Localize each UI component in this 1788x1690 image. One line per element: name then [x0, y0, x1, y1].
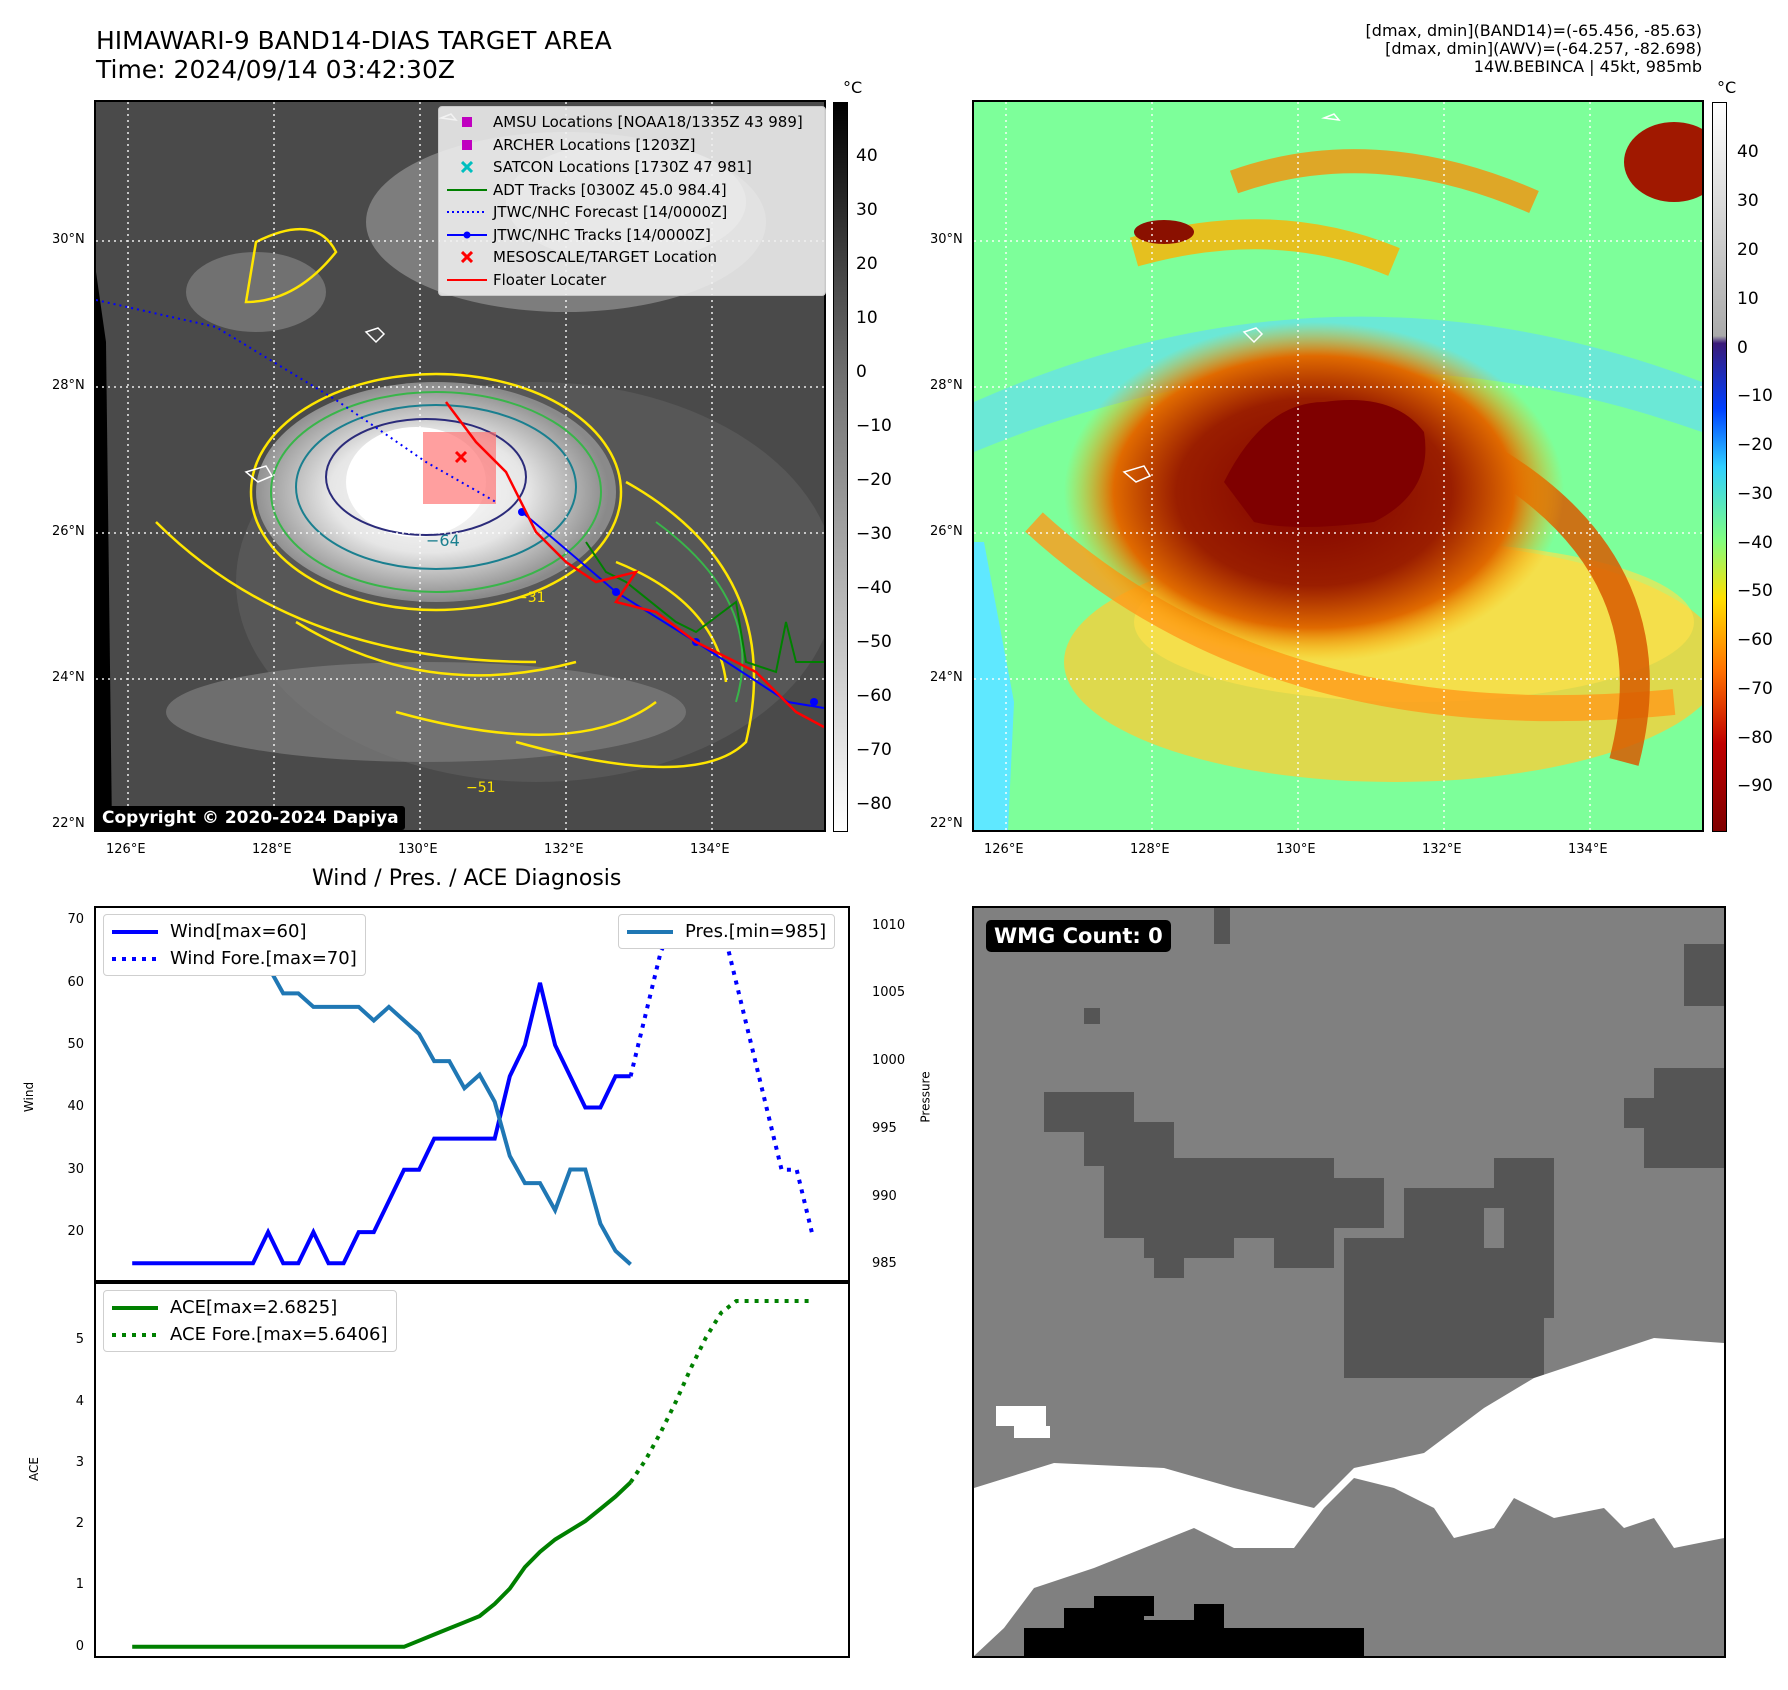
- legend-item-target: MESOSCALE/TARGET Location: [447, 246, 817, 269]
- series-line-wind-fore: [628, 918, 814, 1233]
- solid-line-icon: [112, 1305, 158, 1310]
- axis-tick-label: 5: [75, 1332, 84, 1348]
- lat-label: 28°N: [930, 378, 963, 393]
- axis-tick-label: 70: [67, 912, 84, 928]
- lat-label: 26°N: [52, 524, 85, 539]
- legend-wind: Wind[max=60]: [112, 918, 357, 945]
- info-band14: [dmax, dmin](BAND14)=(-65.456, -85.63): [1365, 21, 1702, 40]
- info-awv: [dmax, dmin](AWV)=(-64.257, -82.698): [1385, 39, 1702, 58]
- contour-label-51: −51: [466, 780, 496, 796]
- axis-tick-label: 0: [75, 1638, 84, 1654]
- line-dot-icon: [447, 231, 487, 239]
- legend-item-adt: ADT Tracks [0300Z 45.0 984.4]: [447, 179, 817, 202]
- dotted-line-icon: [112, 956, 158, 961]
- chart-title: Wind / Pres. / ACE Diagnosis: [312, 866, 622, 891]
- axis-tick-label: 995: [872, 1120, 897, 1136]
- colorbar-unit: °C: [1717, 78, 1737, 97]
- ace-plot: [94, 1280, 850, 1658]
- colorbar-ticks-left: 40 30 20 10 0 −10 −20 −30 −40 −50 −60 −7…: [856, 146, 892, 814]
- legend-item-tracks: JTWC/NHC Tracks [14/0000Z]: [447, 224, 817, 247]
- pressure-legend: Pres.[min=985]: [618, 914, 836, 949]
- lon-label: 126°E: [106, 842, 146, 857]
- ace-svg: [132, 1299, 812, 1649]
- axis-tick-label: 50: [67, 1037, 84, 1053]
- lon-label: 130°E: [398, 842, 438, 857]
- legend-ace-forecast: ACE Fore.[max=5.6406]: [112, 1321, 388, 1348]
- lon-label: 126°E: [984, 842, 1024, 857]
- lat-label: 22°N: [930, 816, 963, 831]
- axis-tick-label: 40: [67, 1099, 84, 1115]
- info-storm: 14W.BEBINCA | 45kt, 985mb: [1473, 57, 1702, 76]
- lon-label: 134°E: [1568, 842, 1608, 857]
- lon-label: 132°E: [544, 842, 584, 857]
- axis-tick-label: 30: [67, 1161, 84, 1177]
- axis-tick-label: 1: [75, 1577, 84, 1593]
- legend-item-archer: ARCHER Locations [1203Z]: [447, 134, 817, 157]
- series-line-ace: [132, 1480, 632, 1649]
- axis-tick-label: 3: [75, 1454, 84, 1470]
- legend-wind-forecast: Wind Fore.[max=70]: [112, 945, 357, 972]
- lon-label: 130°E: [1276, 842, 1316, 857]
- square-marker-icon: [462, 139, 472, 150]
- lat-label: 26°N: [930, 524, 963, 539]
- wmg-panel[interactable]: WMG Count: 0: [972, 906, 1726, 1658]
- copyright-badge: Copyright © 2020-2024 Dapiya: [96, 806, 405, 830]
- legend-ace: ACE[max=2.6825]: [112, 1294, 388, 1321]
- axis-tick-label: 20: [67, 1224, 84, 1240]
- lon-label: 128°E: [1130, 842, 1170, 857]
- map-legend: AMSU Locations [NOAA18/1335Z 43 989] ARC…: [438, 106, 826, 296]
- axis-tick-label: 990: [872, 1188, 897, 1204]
- square-marker-icon: [462, 117, 472, 128]
- axis-tick-label: 60: [67, 974, 84, 990]
- awv-satellite-map[interactable]: [972, 100, 1704, 832]
- dotted-line-icon: [112, 1332, 158, 1337]
- solid-line-icon: [447, 188, 487, 191]
- x-marker-icon: [461, 251, 473, 264]
- pressure-axis-label: Pressure: [918, 1071, 933, 1123]
- contour-label-64: −64: [426, 531, 460, 550]
- solid-line-icon: [112, 929, 158, 934]
- lon-label: 132°E: [1422, 842, 1462, 857]
- page-title: HIMAWARI-9 BAND14-DIAS TARGET AREA: [96, 26, 612, 55]
- legend-item-floater: Floater Locater: [447, 269, 817, 292]
- wind-legend: Wind[max=60] Wind Fore.[max=70]: [103, 914, 366, 976]
- axis-tick-label: 1000: [872, 1053, 906, 1069]
- series-line-wind: [132, 982, 631, 1266]
- lat-label: 24°N: [52, 670, 85, 685]
- legend-pressure: Pres.[min=985]: [627, 918, 826, 945]
- dotted-line-icon: [447, 211, 487, 214]
- legend-item-amsu: AMSU Locations [NOAA18/1335Z 43 989]: [447, 111, 817, 134]
- axis-tick-label: 2: [75, 1516, 84, 1532]
- axis-tick-label: 1010: [872, 917, 906, 933]
- lat-label: 28°N: [52, 378, 85, 393]
- lon-label: 134°E: [690, 842, 730, 857]
- lat-label: 22°N: [52, 816, 85, 831]
- colorbar-awv: [1712, 102, 1727, 832]
- info-block: [dmax, dmin](BAND14)=(-65.456, -85.63) […: [1366, 22, 1702, 76]
- axis-tick-label: 985: [872, 1256, 897, 1272]
- wmg-count-badge: WMG Count: 0: [986, 920, 1171, 952]
- axis-tick-label: 1005: [872, 985, 906, 1001]
- lat-label: 30°N: [930, 232, 963, 247]
- legend-item-forecast: JTWC/NHC Forecast [14/0000Z]: [447, 201, 817, 224]
- solid-line-icon: [627, 929, 673, 934]
- lat-label: 24°N: [930, 670, 963, 685]
- axis-tick-label: 4: [75, 1393, 84, 1409]
- contour-label-31: −31: [516, 590, 546, 606]
- colorbar-unit: °C: [843, 78, 863, 97]
- wind-axis-label: Wind: [22, 1081, 37, 1113]
- wmg-imagery: [974, 908, 1724, 1656]
- lat-label: 30°N: [52, 232, 85, 247]
- timestamp: Time: 2024/09/14 03:42:30Z: [96, 55, 455, 84]
- colorbar-grayscale: [833, 102, 848, 832]
- ace-legend: ACE[max=2.6825] ACE Fore.[max=5.6406]: [103, 1290, 397, 1352]
- solid-line-icon: [447, 278, 487, 281]
- ace-axis-label: ACE: [26, 1457, 41, 1481]
- legend-item-satcon: SATCON Locations [1730Z 47 981]: [447, 156, 817, 179]
- series-line-ace-fore: [628, 1299, 812, 1484]
- colorbar-ticks-right: 40 30 20 10 0 −10 −20 −30 −40 −50 −60 −7…: [1737, 142, 1773, 796]
- awv-imagery: [974, 102, 1702, 830]
- x-marker-icon: [461, 161, 473, 174]
- lon-label: 128°E: [252, 842, 292, 857]
